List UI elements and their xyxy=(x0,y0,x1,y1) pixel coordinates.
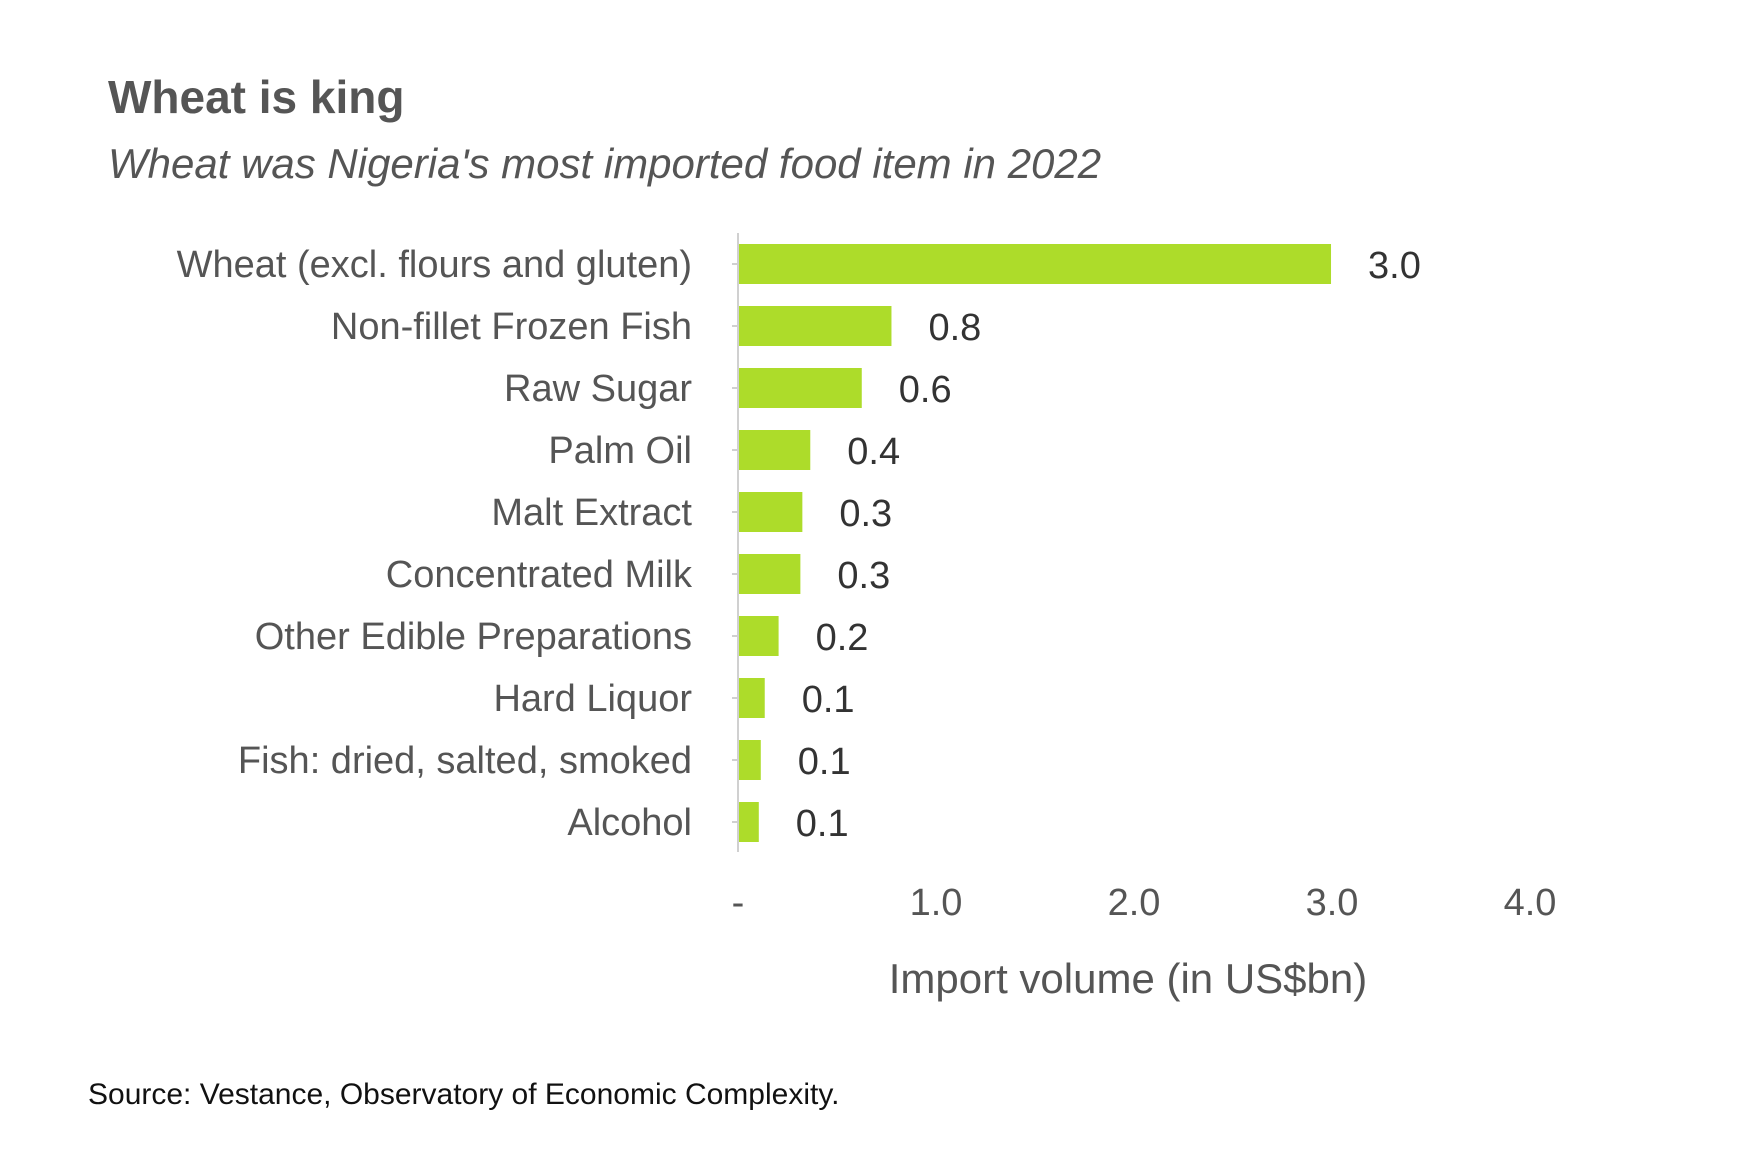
value-label: 0.1 xyxy=(796,803,849,845)
category-label: Fish: dried, salted, smoked xyxy=(238,740,692,782)
category-label: Wheat (excl. flours and gluten) xyxy=(177,244,692,286)
x-tick-label: - xyxy=(732,882,745,924)
x-axis-title: Import volume (in US$bn) xyxy=(889,955,1368,1002)
bar xyxy=(739,740,761,780)
category-label: Non-fillet Frozen Fish xyxy=(331,306,692,348)
x-tick-label: 3.0 xyxy=(1306,882,1359,924)
value-label: 0.1 xyxy=(802,679,855,721)
bar xyxy=(739,616,779,656)
bar xyxy=(739,678,765,718)
category-label: Malt Extract xyxy=(491,492,692,534)
bar xyxy=(739,368,862,408)
value-label: 0.3 xyxy=(839,493,892,535)
bar xyxy=(739,554,801,594)
value-label: 0.1 xyxy=(798,741,851,783)
x-tick-label: 4.0 xyxy=(1504,882,1557,924)
category-label: Palm Oil xyxy=(548,430,692,472)
bars-group xyxy=(739,244,1332,842)
category-label: Other Edible Preparations xyxy=(255,616,692,658)
value-label: 0.8 xyxy=(928,307,981,349)
value-label: 0.2 xyxy=(816,617,869,659)
bar xyxy=(739,492,803,532)
category-label: Concentrated Milk xyxy=(386,554,693,596)
category-label: Hard Liquor xyxy=(493,678,692,720)
value-label: 0.4 xyxy=(847,431,900,473)
value-label: 3.0 xyxy=(1368,245,1421,287)
value-label: 0.6 xyxy=(899,369,952,411)
bar xyxy=(739,244,1332,284)
chart-title: Wheat is king xyxy=(108,71,405,123)
axis-group: Wheat (excl. flours and gluten) 3.0 Non-fi… xyxy=(177,233,1557,924)
bar xyxy=(739,430,811,470)
source-note: Source: Vestance, Observatory of Economi… xyxy=(88,1078,840,1111)
x-tick-label: 2.0 xyxy=(1108,882,1161,924)
category-label: Alcohol xyxy=(567,802,692,844)
x-tick-label: 1.0 xyxy=(910,882,963,924)
value-label: 0.3 xyxy=(837,555,890,597)
bar xyxy=(739,306,892,346)
category-label: Raw Sugar xyxy=(504,368,692,410)
bar xyxy=(739,802,759,842)
chart-subtitle: Wheat was Nigeria's most imported food i… xyxy=(108,140,1102,187)
